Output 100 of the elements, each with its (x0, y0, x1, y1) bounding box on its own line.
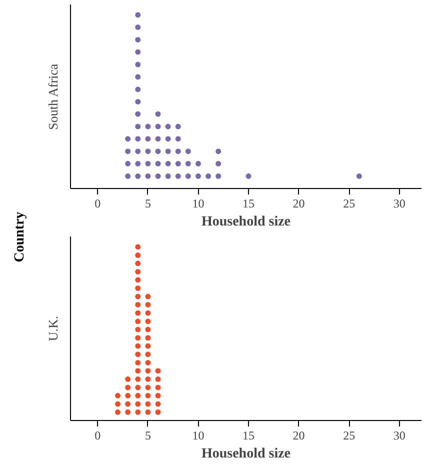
point (165, 160, 171, 166)
point (145, 173, 151, 179)
point (145, 318, 151, 324)
point (135, 160, 141, 166)
point (155, 384, 161, 390)
point (135, 376, 141, 382)
point (216, 148, 222, 154)
point (155, 124, 161, 130)
point (135, 352, 141, 358)
point (145, 368, 151, 374)
point (135, 124, 141, 130)
y-axis-title: U.K. (46, 316, 60, 342)
point (135, 74, 141, 80)
point (175, 136, 181, 142)
point (135, 409, 141, 415)
point (145, 326, 151, 332)
point (125, 160, 131, 166)
point (135, 148, 141, 154)
point (135, 86, 141, 92)
x-tick-label: 30 (393, 428, 406, 442)
point (135, 285, 141, 291)
x-tick-label: 30 (393, 196, 406, 210)
point (135, 62, 141, 68)
x-tick-label: 5 (144, 196, 151, 210)
x-tick-label: 20 (292, 428, 305, 442)
point (135, 318, 141, 324)
point (125, 173, 131, 179)
point (155, 409, 161, 415)
point (115, 409, 121, 415)
point (356, 173, 362, 179)
point (135, 260, 141, 266)
point (135, 244, 141, 250)
point (135, 49, 141, 55)
point (145, 352, 151, 358)
x-tick-label: 15 (242, 428, 255, 442)
point (145, 148, 151, 154)
point (165, 148, 171, 154)
point (165, 136, 171, 142)
x-tick-label: 10 (192, 196, 204, 210)
point (135, 392, 141, 398)
point (135, 335, 141, 341)
point (135, 268, 141, 274)
point (135, 360, 141, 366)
x-tick-label: 15 (242, 196, 255, 210)
point (135, 24, 141, 30)
point (206, 173, 212, 179)
point (175, 124, 181, 130)
point (145, 392, 151, 398)
point (155, 148, 161, 154)
point (135, 326, 141, 332)
point (125, 136, 131, 142)
point (195, 160, 201, 166)
point (155, 376, 161, 382)
point (175, 160, 181, 166)
point (155, 368, 161, 374)
point (135, 277, 141, 283)
point (135, 302, 141, 308)
point (115, 401, 121, 407)
point (145, 343, 151, 349)
point (165, 124, 171, 130)
point (216, 173, 222, 179)
point (135, 98, 141, 104)
point (145, 160, 151, 166)
point (165, 173, 171, 179)
point (155, 136, 161, 142)
point (145, 360, 151, 366)
point (125, 376, 131, 382)
point (145, 302, 151, 308)
y-axis-title: South Africa (46, 64, 60, 130)
point (145, 124, 151, 130)
point (125, 401, 131, 407)
point (125, 384, 131, 390)
point (246, 173, 252, 179)
x-tick-label: 20 (292, 196, 305, 210)
point (145, 376, 151, 382)
point (185, 160, 191, 166)
point (175, 173, 181, 179)
point (135, 343, 141, 349)
point (135, 310, 141, 316)
point (135, 36, 141, 42)
x-tick-label: 5 (144, 428, 151, 442)
point (145, 136, 151, 142)
point (195, 173, 201, 179)
point (155, 160, 161, 166)
point (135, 401, 141, 407)
point (135, 173, 141, 179)
point (135, 12, 141, 18)
point (185, 173, 191, 179)
point (135, 136, 141, 142)
point (145, 294, 151, 300)
point (125, 392, 131, 398)
x-tick-label: 25 (343, 196, 356, 210)
point (155, 173, 161, 179)
point (175, 148, 181, 154)
text: Country (11, 212, 28, 262)
point (115, 392, 121, 398)
point (125, 148, 131, 154)
point (145, 409, 151, 415)
x-axis-title: Household size (201, 214, 291, 230)
point (135, 252, 141, 258)
